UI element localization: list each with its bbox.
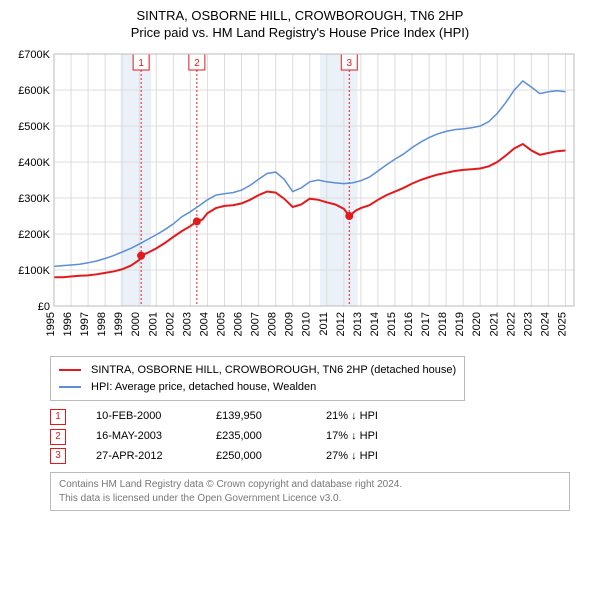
transaction-delta: 17% ↓ HPI [326, 427, 416, 447]
transaction-badge: 1 [50, 409, 66, 425]
x-axis-label: 2020 [471, 312, 483, 336]
table-row: 3 27-APR-2012 £250,000 27% ↓ HPI [50, 447, 590, 467]
legend-row: SINTRA, OSBORNE HILL, CROWBOROUGH, TN6 2… [59, 362, 456, 379]
x-axis-label: 2006 [233, 312, 245, 336]
legend-swatch [59, 386, 81, 388]
x-axis-label: 2001 [147, 312, 159, 336]
shaded-band [320, 54, 358, 306]
x-axis-label: 2002 [164, 312, 176, 336]
x-axis-label: 1996 [62, 312, 74, 336]
x-axis-label: 2008 [267, 312, 279, 336]
x-axis-label: 2011 [318, 312, 330, 336]
y-axis-label: £100K [18, 265, 50, 277]
transaction-delta: 27% ↓ HPI [326, 447, 416, 467]
x-axis-label: 2019 [454, 312, 466, 336]
series-marker [193, 217, 201, 225]
x-axis-label: 2014 [369, 312, 381, 336]
transaction-date: 16-MAY-2003 [96, 427, 186, 447]
chart-title: SINTRA, OSBORNE HILL, CROWBOROUGH, TN6 2… [10, 8, 590, 23]
chart-subtitle: Price paid vs. HM Land Registry's House … [10, 25, 590, 40]
x-axis-label: 2005 [215, 312, 227, 336]
x-axis-label: 1997 [79, 312, 91, 336]
transaction-price: £235,000 [216, 427, 296, 447]
transaction-price: £139,950 [216, 407, 296, 427]
y-axis-label: £0 [38, 301, 50, 313]
x-axis-label: 2021 [488, 312, 500, 336]
x-axis-label: 2007 [250, 312, 262, 336]
series-marker [345, 212, 353, 220]
x-axis-label: 2025 [556, 312, 568, 336]
x-axis-label: 2013 [352, 312, 364, 336]
event-badge-label: 3 [347, 58, 353, 69]
x-axis-label: 2017 [420, 312, 432, 336]
transaction-price: £250,000 [216, 447, 296, 467]
x-axis-label: 2018 [437, 312, 449, 336]
y-axis-label: £500K [18, 121, 50, 133]
legend-swatch [59, 369, 81, 371]
x-axis-label: 2003 [181, 312, 193, 336]
x-axis-label: 1998 [96, 312, 108, 336]
x-axis-label: 2000 [130, 312, 142, 336]
y-axis-label: £400K [18, 157, 50, 169]
y-axis-label: £300K [18, 193, 50, 205]
transaction-table: 1 10-FEB-2000 £139,950 21% ↓ HPI 2 16-MAY-200… [50, 407, 590, 466]
series-marker [137, 252, 145, 260]
table-row: 2 16-MAY-2003 £235,000 17% ↓ HPI [50, 427, 590, 447]
legend-row: HPI: Average price, detached house, Weal… [59, 379, 456, 396]
transaction-date: 10-FEB-2000 [96, 407, 186, 427]
x-axis-label: 2012 [335, 312, 347, 336]
transaction-badge: 2 [50, 429, 66, 445]
x-axis-label: 2024 [539, 312, 551, 336]
x-axis-label: 2022 [505, 312, 517, 336]
x-axis-label: 2009 [284, 312, 296, 336]
y-axis-label: £600K [18, 85, 50, 97]
x-axis-label: 1999 [113, 312, 125, 336]
attribution-line: This data is licensed under the Open Gov… [59, 492, 561, 506]
chart-svg: £0 £100K £200K £300K £400K £500K £600K £700K 199… [10, 48, 580, 348]
attribution-line: Contains HM Land Registry data © Crown c… [59, 478, 561, 492]
legend: SINTRA, OSBORNE HILL, CROWBOROUGH, TN6 2… [50, 356, 465, 401]
y-axis-label: £200K [18, 229, 50, 241]
event-badge-label: 1 [138, 58, 144, 69]
attribution: Contains HM Land Registry data © Crown c… [50, 472, 570, 511]
price-chart: £0 £100K £200K £300K £400K £500K £600K £700K 199… [10, 48, 590, 348]
table-row: 1 10-FEB-2000 £139,950 21% ↓ HPI [50, 407, 590, 427]
x-axis-label: 2023 [522, 312, 534, 336]
event-badge-label: 2 [194, 58, 200, 69]
x-axis-label: 2010 [301, 312, 313, 336]
transaction-badge: 3 [50, 448, 66, 464]
legend-label: HPI: Average price, detached house, Weal… [91, 379, 316, 396]
legend-label: SINTRA, OSBORNE HILL, CROWBOROUGH, TN6 2… [91, 362, 456, 379]
x-axis-label: 2016 [403, 312, 415, 336]
x-axis-label: 2015 [386, 312, 398, 336]
x-axis-label: 2004 [198, 312, 210, 336]
x-axis-label: 1995 [45, 312, 57, 336]
transaction-delta: 21% ↓ HPI [326, 407, 416, 427]
y-axis-label: £700K [18, 49, 50, 61]
transaction-date: 27-APR-2012 [96, 447, 186, 467]
